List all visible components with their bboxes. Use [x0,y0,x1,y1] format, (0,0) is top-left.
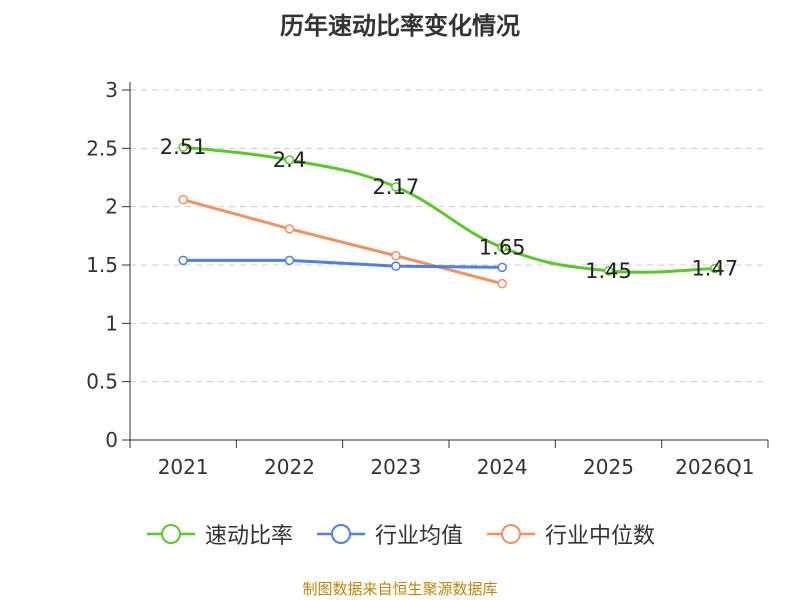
series-line [183,258,503,269]
data-point [497,278,507,289]
data-point [497,262,507,273]
data-point [391,261,401,271]
y-tick-label: 0.5 [86,370,118,394]
x-tick-label: 2021 [158,455,209,479]
y-tick-label: 3 [105,78,118,102]
data-point [284,224,295,234]
source-note: 制图数据来自恒生聚源数据库 [302,580,498,598]
legend-label: 行业中位数 [545,524,656,549]
series-0 [178,142,720,276]
grid-layer [130,89,768,383]
label-layer: 2.51 2.4 2.17 1.65 1.45 1.47 [160,135,738,283]
data-label: 1.65 [479,236,526,260]
series-1 [178,255,507,273]
x-tick-label: 2022 [264,455,315,479]
data-point [284,155,295,165]
legend-label: 行业均值 [374,524,463,549]
legend: 速动比率 行业均值 行业中位数 [0,518,800,550]
data-point [178,194,188,205]
x-tick-label: 2026Q1 [675,455,754,479]
y-tick-label: 2 [105,195,118,219]
y-tick-label: 0 [105,428,118,452]
legend-swatch [316,524,365,544]
data-point [391,250,401,261]
data-point [497,242,507,253]
data-label: 2.51 [160,135,207,159]
chart-title: 历年速动比率变化情况 [280,12,520,40]
x-tick-label: 2024 [477,455,528,479]
data-label: 1.45 [585,259,632,283]
series-line [182,145,715,274]
data-point [178,142,188,152]
data-point [391,182,401,192]
y-tick-label: 1.5 [86,253,118,277]
data-point [710,263,720,274]
legend-item[interactable]: 行业均值 [315,518,463,550]
y-tick-label: 1 [105,311,118,335]
legend-swatch [487,524,535,544]
series-layer [178,142,720,289]
y-tick-label: 2.5 [86,136,118,160]
series-2 [178,194,507,289]
x-tick-label: 2025 [583,455,634,479]
legend-swatch [146,524,195,544]
data-point [284,255,295,266]
x-tick-label: 2023 [370,455,421,479]
legend-label: 速动比率 [204,524,293,549]
data-label: 2.17 [372,175,419,199]
legend-item[interactable]: 速动比率 [145,518,293,550]
legend-item[interactable]: 行业中位数 [485,518,655,550]
axis-layer: 0 0.5 1 1.5 2 2.5 3 2021 2022 2023 2024 2025 2026Q1 [86,78,769,479]
series-line [182,198,503,286]
data-label: 1.47 [691,257,738,281]
data-label: 2.4 [273,148,306,172]
data-point [178,255,188,266]
data-point [603,266,614,276]
